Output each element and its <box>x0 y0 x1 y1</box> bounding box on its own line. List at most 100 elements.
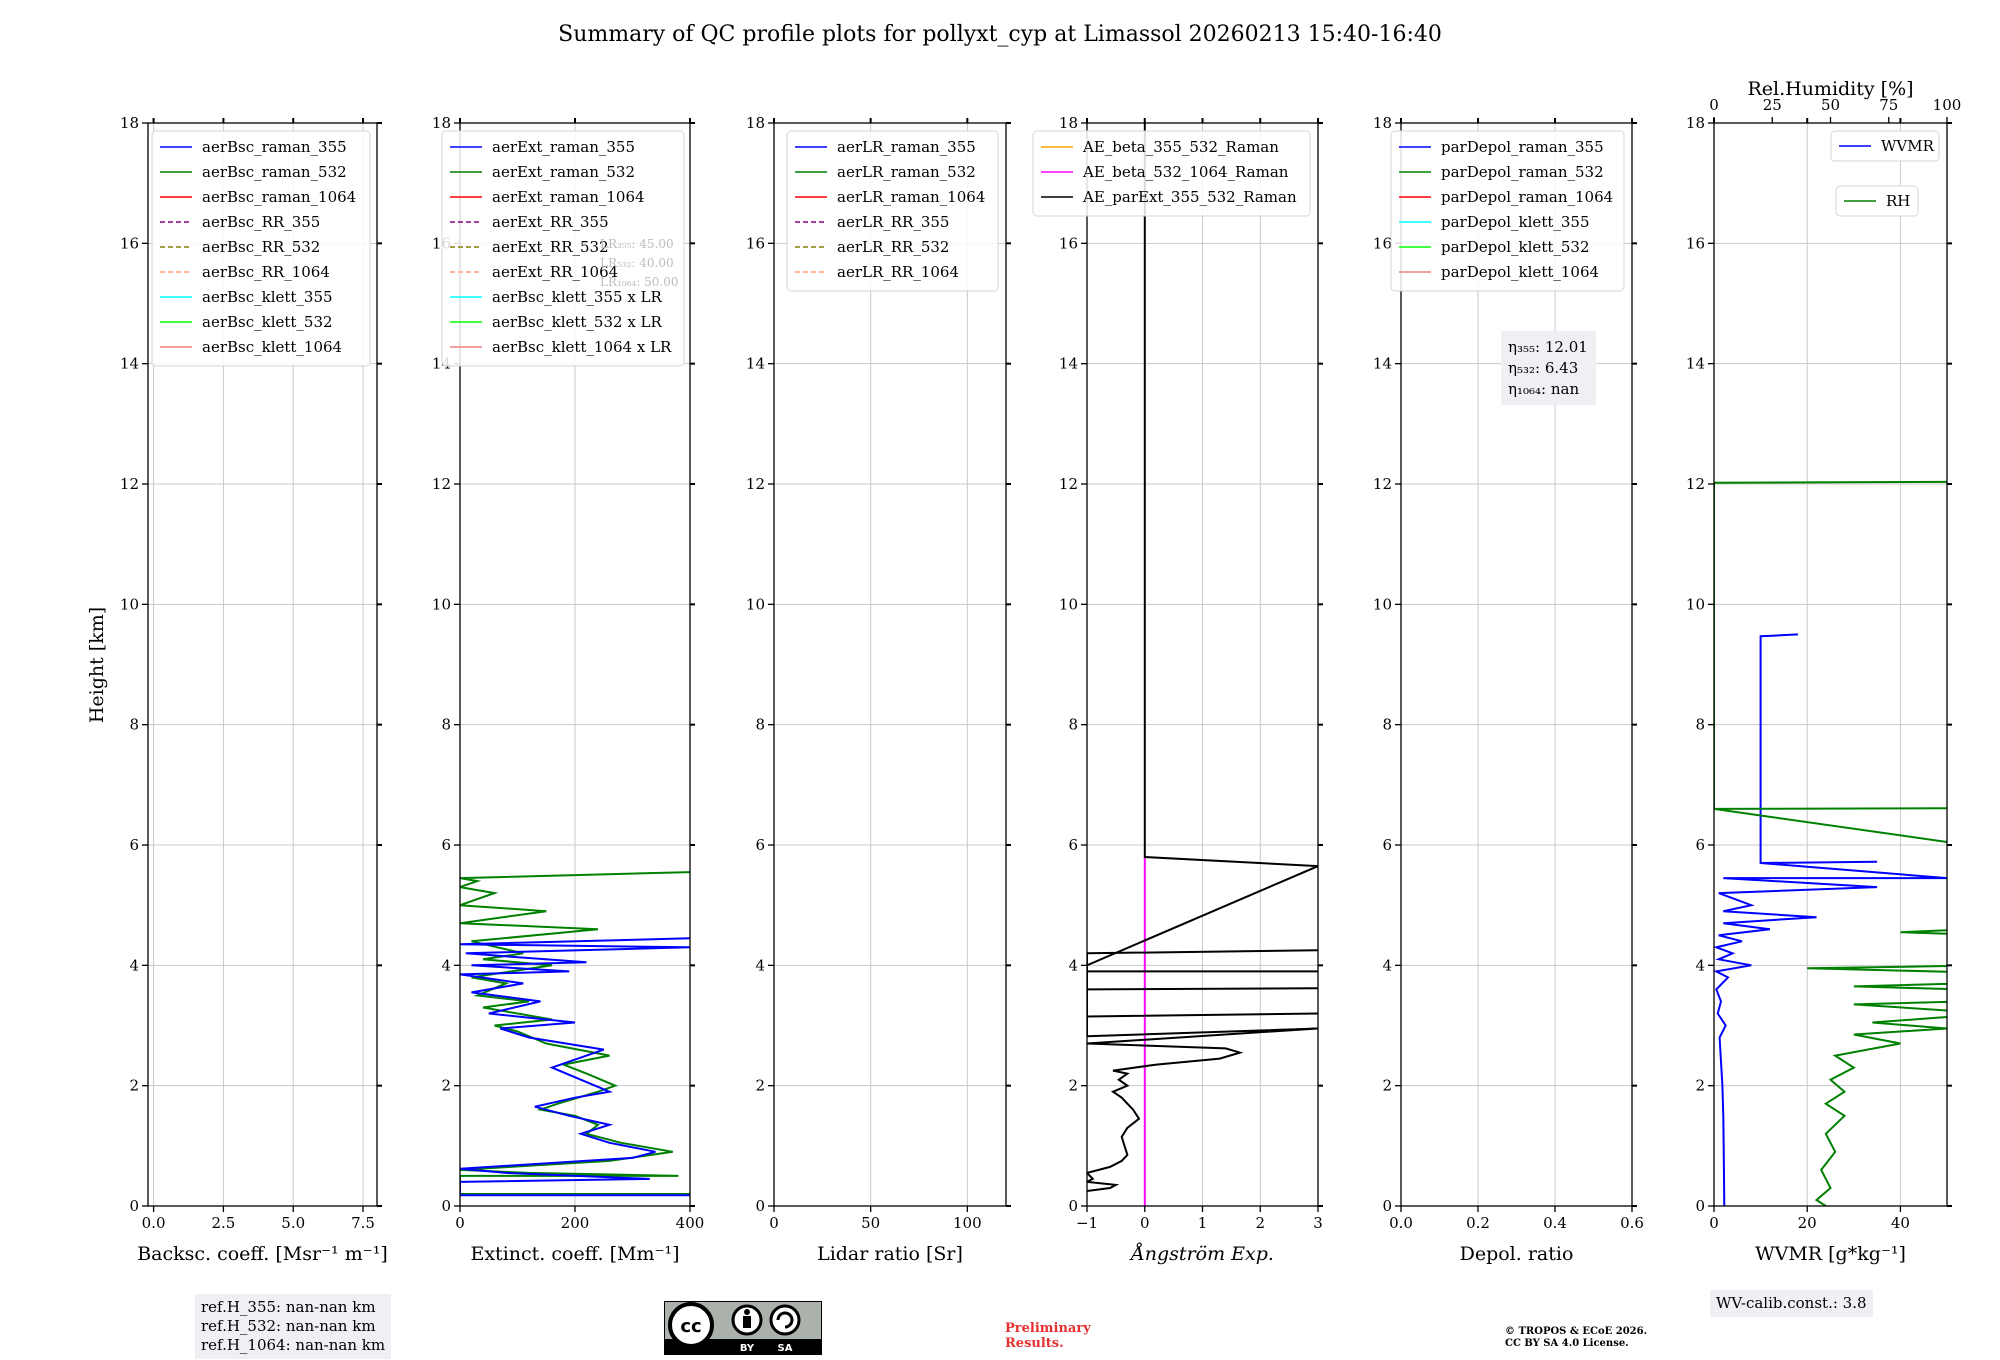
y-tick-label: 8 <box>1382 716 1392 734</box>
legend-label: aerLR_raman_532 <box>837 163 976 181</box>
x-tick-label: 0.4 <box>1543 1214 1567 1232</box>
y-tick-label: 12 <box>432 475 451 493</box>
legend-label: aerBsc_klett_1064 x LR <box>492 338 672 356</box>
y-tick-label: 4 <box>441 956 451 974</box>
x-axis-label: Lidar ratio [Sr] <box>817 1243 963 1265</box>
y-tick-label: 18 <box>432 114 451 132</box>
legend-label: aerBsc_RR_355 <box>202 213 320 231</box>
legend-label: aerBsc_klett_355 <box>202 288 333 306</box>
series-aerExt_raman_532 <box>460 871 690 1195</box>
y-tick-label: 18 <box>1686 114 1705 132</box>
y-tick-label: 18 <box>1059 114 1078 132</box>
y-tick-label: 10 <box>1059 595 1078 613</box>
x2-tick-label: 25 <box>1763 96 1782 114</box>
x-tick-label: 0 <box>1140 1214 1150 1232</box>
legend-label: parDepol_raman_355 <box>1441 138 1604 156</box>
eta-annotation: η₃₅₅: 12.01 <box>1508 338 1588 356</box>
y-tick-label: 10 <box>746 595 765 613</box>
eta-annotation: η₅₃₂: 6.43 <box>1508 359 1578 377</box>
y-tick-label: 4 <box>129 956 139 974</box>
legend-label: AE_parExt_355_532_Raman <box>1082 188 1297 206</box>
y-tick-label: 14 <box>1373 355 1392 373</box>
legend-label: aerExt_raman_532 <box>492 163 635 181</box>
x-tick-label: 0.0 <box>142 1214 166 1232</box>
copyright-note: © TROPOS & ECoE 2026. CC BY SA 4.0 Licen… <box>1505 1326 1647 1350</box>
y-tick-label: 18 <box>120 114 139 132</box>
axes-frame <box>1713 122 1948 1207</box>
lidar-ratio-annotation: LR₁₀₆₄: 50.00 <box>600 275 678 289</box>
y-tick-label: 16 <box>746 234 765 252</box>
legend-label: aerLR_RR_355 <box>837 213 949 231</box>
wv-calibration-box: WV-calib.const.: 3.8 <box>1710 1290 1873 1317</box>
y-tick-label: 12 <box>1373 475 1392 493</box>
refh-1064: ref.H_1064: nan-nan km <box>201 1336 386 1354</box>
y-tick-label: 2 <box>1695 1077 1705 1095</box>
legend-label: aerBsc_RR_532 <box>202 238 320 256</box>
x2-axis-label: Rel.Humidity [%] <box>1747 78 1913 100</box>
y-tick-label: 10 <box>120 595 139 613</box>
y-tick-label: 8 <box>755 716 765 734</box>
y-tick-label: 0 <box>755 1197 765 1215</box>
x-tick-label: 0.6 <box>1620 1214 1644 1232</box>
x-tick-label: 100 <box>953 1214 982 1232</box>
legend-label: aerBsc_klett_532 <box>202 313 333 331</box>
x-tick-label: 20 <box>1798 1214 1817 1232</box>
series-RH <box>1714 480 1947 1206</box>
legend-label: aerLR_raman_355 <box>837 138 976 156</box>
y-tick-label: 4 <box>1382 956 1392 974</box>
x-tick-label: 200 <box>561 1214 590 1232</box>
y-tick-label: 2 <box>1382 1077 1392 1095</box>
y-tick-label: 8 <box>1068 716 1078 734</box>
x-tick-label: 3 <box>1313 1214 1323 1232</box>
legend-label: aerExt_RR_532 <box>492 238 609 256</box>
y-tick-label: 16 <box>1373 234 1392 252</box>
x-tick-label: 40 <box>1891 1214 1910 1232</box>
y-axis-label: Height [km] <box>86 607 108 723</box>
series-WVMR <box>1714 633 1947 1206</box>
panel-3: 0 2 4 6 8 10 12 14 16 18 0 50 100 Lidar ratio [Sr] aer… <box>746 114 1011 1265</box>
y-tick-label: 14 <box>746 355 765 373</box>
y-tick-label: 2 <box>1068 1077 1078 1095</box>
eta-annotation: η₁₀₆₄: nan <box>1508 380 1579 398</box>
figure-title: Summary of QC profile plots for pollyxt_… <box>558 22 1442 47</box>
legend-label: aerLR_RR_532 <box>837 238 949 256</box>
x-tick-label: 0.2 <box>1466 1214 1490 1232</box>
legend-label: aerExt_RR_1064 <box>492 263 618 281</box>
y-tick-label: 6 <box>1695 836 1705 854</box>
wv-calib-const: WV-calib.const.: 3.8 <box>1716 1294 1867 1312</box>
y-tick-label: 0 <box>1695 1197 1705 1215</box>
x-axis-label: Depol. ratio <box>1460 1243 1574 1265</box>
x-tick-label: 7.5 <box>351 1214 375 1232</box>
legend-label: aerBsc_RR_1064 <box>202 263 330 281</box>
legend-label: aerBsc_klett_1064 <box>202 338 342 356</box>
sa-share-alike-icon <box>769 1304 801 1336</box>
preliminary-line-2: Results. <box>1005 1336 1064 1351</box>
axes-frame <box>147 122 378 1207</box>
x-tick-label: 2.5 <box>211 1214 235 1232</box>
y-tick-label: 12 <box>746 475 765 493</box>
y-tick-label: 0 <box>129 1197 139 1215</box>
y-tick-label: 2 <box>129 1077 139 1095</box>
y-tick-label: 10 <box>432 595 451 613</box>
legend-label: aerExt_raman_1064 <box>492 188 645 206</box>
y-tick-label: 2 <box>755 1077 765 1095</box>
y-tick-label: 12 <box>120 475 139 493</box>
x-tick-label: 0 <box>1709 1214 1719 1232</box>
y-tick-label: 8 <box>441 716 451 734</box>
legend-box <box>441 130 685 367</box>
x-axis-label: WVMR [g*kg⁻¹] <box>1755 1243 1906 1265</box>
copyright-line-1: © TROPOS & ECoE 2026. <box>1505 1326 1648 1337</box>
y-tick-label: 12 <box>1059 475 1078 493</box>
y-tick-label: 6 <box>129 836 139 854</box>
y-tick-label: 4 <box>1695 956 1705 974</box>
legend-label: AE_beta_532_1064_Raman <box>1082 163 1289 181</box>
preliminary-line-1: Preliminary <box>1005 1321 1091 1336</box>
y-tick-label: 0 <box>1382 1197 1392 1215</box>
refh-532: ref.H_532: nan-nan km <box>201 1317 376 1335</box>
x2-tick-label: 50 <box>1821 96 1840 114</box>
x-tick-label: 400 <box>676 1214 705 1232</box>
y-tick-label: 4 <box>1068 956 1078 974</box>
legend-label: parDepol_klett_355 <box>1441 213 1590 231</box>
